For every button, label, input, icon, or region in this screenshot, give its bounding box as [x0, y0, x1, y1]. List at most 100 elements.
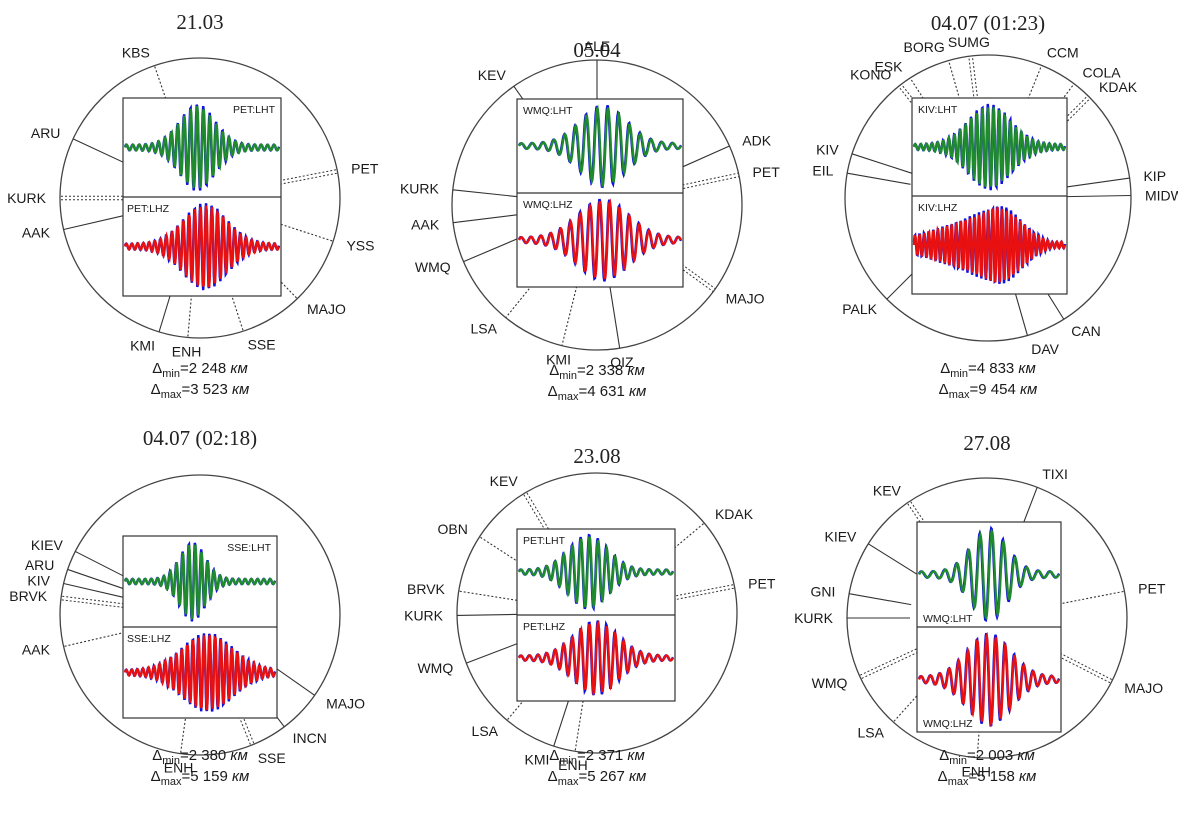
station-marker: MAJO: [660, 250, 765, 306]
station-ray: [860, 651, 919, 680]
station-label: KEV: [873, 482, 902, 498]
station-marker: KURK: [7, 190, 123, 206]
lht-station-tag: SSE:LHT: [227, 542, 271, 554]
station-ray: [61, 595, 124, 605]
station-label: ADK: [742, 132, 771, 148]
station-marker: ENH: [164, 691, 193, 776]
station-ray: [1054, 654, 1112, 684]
station-label: CCM: [1047, 44, 1079, 60]
delta-min: Δmin=2 248 км: [152, 360, 248, 380]
station-label: KMI: [130, 337, 155, 353]
lht-synthetic-trace: [912, 107, 1067, 187]
station-ray: [63, 631, 126, 648]
station-marker: YSS: [273, 221, 374, 254]
station-ray: [253, 253, 298, 300]
delta-max: Δmax=3 523 км: [151, 381, 250, 401]
station-ray: [187, 274, 194, 338]
station-marker: KIV: [27, 572, 126, 599]
panel-title: 27.08: [963, 431, 1010, 455]
station-ray: [574, 688, 586, 752]
station-label: AAK: [22, 642, 51, 658]
panel-title: 04.07 (01:23): [931, 11, 1045, 35]
station-ray: [660, 252, 714, 293]
station-ray: [275, 169, 338, 183]
station-ray: [655, 522, 705, 564]
lhz-synthetic-trace: [517, 198, 683, 280]
station-ray: [153, 65, 176, 126]
station-marker: BRVK: [407, 581, 522, 602]
station-marker: ENH: [172, 274, 202, 359]
station-ray: [948, 60, 967, 123]
station-marker: ENH: [961, 694, 991, 780]
station-label: KURK: [404, 608, 444, 624]
delta-max: Δmax=5 159 км: [151, 768, 250, 788]
station-label: KIEV: [31, 537, 64, 553]
station-label: BORG: [903, 39, 944, 55]
station-label: GNI: [810, 583, 835, 599]
station-marker: ARU: [31, 125, 131, 166]
station-label: MAJO: [1124, 680, 1163, 696]
station-label: PET: [1138, 581, 1166, 597]
station-label: TIXI: [1042, 466, 1068, 482]
panel-title: 23.08: [573, 444, 620, 468]
lht-synthetic-trace: [917, 528, 1061, 621]
station-ray: [1065, 177, 1130, 188]
station-ray: [1062, 590, 1125, 604]
station-ray: [452, 189, 518, 198]
station-marker: KURK: [400, 180, 518, 198]
station-marker: PET: [674, 164, 780, 191]
projection-circle: [59, 474, 341, 756]
station-ray: [674, 172, 739, 188]
station-label: ENH: [172, 343, 202, 359]
station-label: KIP: [1143, 168, 1166, 184]
station-marker: KIP: [1065, 168, 1166, 188]
station-marker: SUMG: [948, 34, 990, 121]
station-label: WMQ: [417, 660, 453, 676]
station-ray: [223, 271, 244, 332]
station-ray: [849, 593, 912, 606]
delta-min: Δmin=2 380 км: [152, 747, 248, 767]
station-label: KURK: [400, 180, 440, 196]
station-ray: [453, 214, 518, 224]
station-ray: [847, 172, 911, 185]
station-label: KONO: [850, 66, 891, 82]
station-label: MAJO: [726, 290, 765, 306]
station-ray: [892, 674, 936, 723]
station-label: LSA: [857, 724, 884, 740]
station-label: WMQ: [812, 675, 848, 691]
station-marker: MAJO: [262, 658, 365, 711]
station-label: ARU: [25, 557, 55, 573]
station-label: ALE: [584, 38, 610, 54]
delta-min: Δmin=2 338 км: [549, 362, 645, 382]
station-ray: [522, 493, 557, 549]
station-marker: WMQ: [812, 648, 919, 691]
station-ray: [675, 176, 740, 191]
lht-station-tag: WMQ:LHT: [523, 105, 573, 117]
station-ray: [226, 686, 252, 746]
lhz-synthetic-trace: [123, 634, 277, 711]
panel-title: 05.04: [573, 38, 621, 62]
station-label: SSE: [248, 336, 276, 352]
station-marker: ARU: [25, 557, 128, 591]
station-marker: PET: [672, 576, 776, 601]
delta-max: Δmax=5 158 км: [938, 768, 1037, 788]
station-marker: CCM: [1016, 44, 1079, 126]
station-marker: GNI: [810, 583, 912, 606]
station-ray: [608, 283, 621, 349]
lht-station-tag: PET:LHT: [523, 535, 566, 547]
station-marker: QIZ: [608, 283, 634, 370]
station-marker: AAK: [22, 631, 126, 658]
station-marker: MIDW: [1066, 187, 1178, 203]
station-marker: KDAK: [655, 506, 754, 564]
station-ray: [230, 685, 255, 745]
station-label: AAK: [22, 225, 51, 241]
station-label: KURK: [794, 610, 834, 626]
station-label: MIDW: [1145, 187, 1178, 203]
station-marker: KBS: [122, 44, 176, 126]
lht-synthetic-trace: [123, 544, 277, 621]
station-label: EIL: [812, 163, 833, 179]
station-label: KIV: [816, 141, 839, 157]
station-ray: [662, 250, 716, 290]
